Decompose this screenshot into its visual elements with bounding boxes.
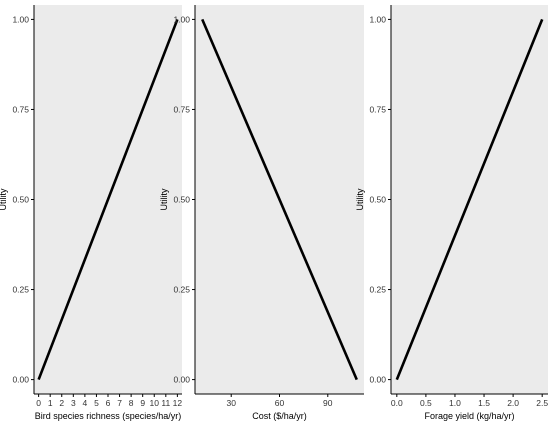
chart-panel-cost: 0.00 0.25 0.50 0.75 1.00 30 60 90 Cost ($/ha/yr)… — [159, 5, 364, 421]
utility-line-cost — [201, 18, 358, 381]
y-tick-label: 0.25 — [369, 285, 386, 295]
x-tick-label: 10 — [150, 398, 160, 408]
x-tick-label: 1.0 — [449, 398, 461, 408]
y-axis-title: Utility — [159, 188, 169, 210]
x-tick-label: 3 — [71, 398, 76, 408]
y-tick-label: 1.00 — [369, 14, 386, 24]
y-axis-title: Utility — [355, 188, 365, 210]
x-axis-title: Cost ($/ha/yr) — [252, 411, 307, 421]
y-axis-title: Utility — [0, 188, 8, 210]
x-tick-label: 2 — [59, 398, 64, 408]
y-tick-label: 0.00 — [173, 375, 190, 385]
x-tick-label: 8 — [129, 398, 134, 408]
x-tick-label: 12 — [173, 398, 183, 408]
x-tick-label: 1.5 — [478, 398, 490, 408]
utility-line-bird — [37, 18, 179, 381]
x-tick-label: 2.0 — [507, 398, 519, 408]
x-tick-label: 7 — [117, 398, 122, 408]
x-tick-label: 30 — [226, 398, 236, 408]
x-tick-label: 90 — [323, 398, 333, 408]
x-tick-label: 6 — [106, 398, 111, 408]
x-tick-label: 1 — [48, 398, 53, 408]
x-tick-label: 60 — [275, 398, 285, 408]
x-tick-label: 4 — [83, 398, 88, 408]
y-tick-label: 0.50 — [12, 195, 29, 205]
x-axis-title: Forage yield (kg/ha/yr) — [424, 411, 514, 421]
utility-line-forage — [395, 18, 544, 381]
x-tick-label: 5 — [94, 398, 99, 408]
y-tick-label: 0.25 — [173, 285, 190, 295]
x-tick-label: 2.5 — [536, 398, 548, 408]
y-tick-label: 0.00 — [12, 375, 29, 385]
y-tick-label: 0.50 — [369, 195, 386, 205]
y-tick-label: 1.00 — [173, 14, 190, 24]
x-tick-label: 0.5 — [420, 398, 432, 408]
y-tick-label: 0.75 — [369, 104, 386, 114]
x-tick-label: 0 — [36, 398, 41, 408]
x-axis-title: Bird species richness (species/ha/yr) — [35, 411, 182, 421]
x-tick-label: 11 — [161, 398, 170, 408]
chart-panel-forage: 0.00 0.25 0.50 0.75 1.00 0.0 0.5 1.0 1.5 2.0 2.5 Fo… — [355, 5, 548, 421]
y-tick-label: 0.50 — [173, 195, 190, 205]
chart-panel-bird: 0.000.250.500.751.000 1 2 3 4 5 6 7 8 9 10 11 12Bird… — [0, 5, 182, 421]
x-tick-label: 9 — [140, 398, 145, 408]
y-tick-label: 0.25 — [12, 285, 29, 295]
x-tick-label: 0.0 — [391, 398, 403, 408]
y-tick-label: 0.75 — [12, 104, 29, 114]
y-tick-label: 0.00 — [369, 375, 386, 385]
y-tick-label: 1.00 — [12, 14, 29, 24]
y-tick-label: 0.75 — [173, 104, 190, 114]
